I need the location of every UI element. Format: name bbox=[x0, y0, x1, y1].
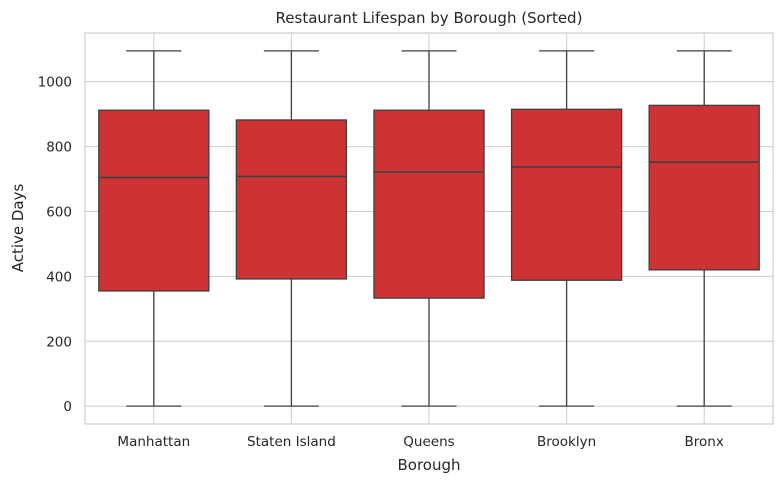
iqr-box bbox=[373, 109, 485, 299]
y-tick-label: 0 bbox=[63, 399, 72, 415]
box-staten-island bbox=[235, 50, 348, 407]
y-tick-label: 200 bbox=[46, 334, 72, 350]
iqr-box bbox=[235, 119, 348, 280]
y-tick-label: 1000 bbox=[38, 75, 72, 91]
y-tick-label: 400 bbox=[46, 269, 72, 285]
y-tick-label: 800 bbox=[46, 140, 72, 156]
x-tick-label: Brooklyn bbox=[537, 434, 596, 450]
y-tick-labels: 0 200 400 600 800 1000 bbox=[38, 75, 72, 415]
box-brooklyn bbox=[510, 50, 623, 407]
x-tick-label: Queens bbox=[403, 434, 454, 450]
iqr-box bbox=[648, 104, 760, 271]
box-bronx bbox=[648, 50, 760, 407]
y-tick-label: 600 bbox=[46, 204, 72, 220]
x-tick-labels: Manhattan Staten Island Queens Brooklyn Bron… bbox=[117, 434, 723, 450]
boxes bbox=[98, 50, 760, 407]
y-axis-label: Active Days bbox=[9, 184, 27, 273]
x-tick-label: Bronx bbox=[685, 434, 724, 450]
chart-title: Restaurant Lifespan by Borough (Sorted) bbox=[276, 9, 583, 27]
box-manhattan bbox=[98, 50, 210, 407]
plot-frame bbox=[84, 32, 774, 425]
iqr-box bbox=[510, 108, 623, 281]
x-tick-label: Staten Island bbox=[247, 434, 336, 450]
x-tick-label: Manhattan bbox=[117, 434, 190, 450]
box-queens bbox=[373, 50, 485, 407]
iqr-box bbox=[98, 109, 210, 292]
x-axis-label: Borough bbox=[397, 456, 460, 474]
